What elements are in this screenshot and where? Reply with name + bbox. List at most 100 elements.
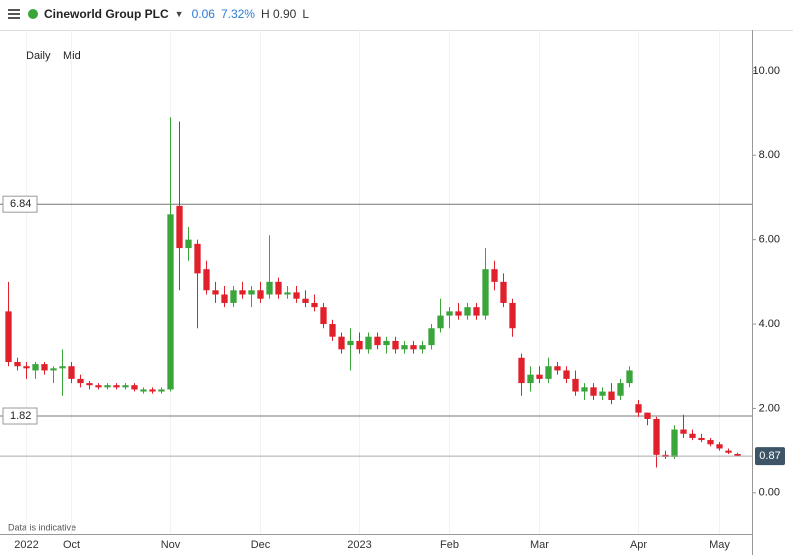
change: 0.06 — [191, 7, 215, 21]
candle-body — [185, 239, 192, 249]
last-price-label: 0.87 — [759, 450, 780, 462]
candle-body — [104, 385, 111, 388]
candle-body — [419, 345, 426, 350]
candle-body — [320, 307, 327, 325]
candle-body — [95, 385, 102, 388]
y-tick-label: 8.00 — [759, 149, 780, 161]
candle-body — [293, 292, 300, 299]
candle-body — [5, 311, 12, 363]
candle-body — [77, 378, 84, 384]
level-label: 1.82 — [10, 410, 31, 422]
market-status — [28, 9, 38, 19]
candle-body — [176, 205, 183, 249]
candle-body — [707, 440, 714, 445]
candle-body — [545, 366, 552, 379]
candle-body — [41, 364, 48, 371]
y-tick-label: 0.00 — [759, 487, 780, 499]
candle-body — [689, 433, 696, 438]
candle-body — [50, 368, 57, 371]
candle-body — [671, 429, 678, 457]
instrument-bar: Cineworld Group PLC ▼ 0.06 7.32% H 0.90 … — [0, 0, 793, 28]
footnote: Data is indicative — [8, 522, 76, 532]
candle-body — [428, 328, 435, 346]
y-tick-label: 4.00 — [759, 318, 780, 330]
candle-body — [617, 383, 624, 396]
candle-body — [680, 429, 687, 434]
candle-body — [329, 324, 336, 337]
candle-body — [554, 366, 561, 371]
candle-body — [572, 378, 579, 392]
candle-body — [311, 302, 318, 308]
candle-body — [167, 214, 174, 390]
candle-body — [455, 311, 462, 316]
candle-body — [239, 290, 246, 295]
candle-body — [266, 281, 273, 295]
candle-body — [392, 340, 399, 350]
candle-body — [257, 290, 264, 299]
candle-body — [122, 385, 129, 388]
high: H 0.90 — [260, 7, 297, 21]
dropdown[interactable]: ▼ — [174, 9, 184, 19]
candle-body — [644, 412, 651, 419]
candle-body — [698, 437, 705, 441]
x-tick-label: Oct — [63, 539, 80, 551]
last-price-tag — [755, 447, 785, 466]
candle-body — [653, 418, 660, 455]
candle-body — [383, 340, 390, 346]
candle-body — [536, 374, 543, 379]
level-label: 6.84 — [10, 198, 31, 210]
candle-body — [32, 364, 39, 371]
candle-body — [464, 307, 471, 316]
low: L — [302, 7, 310, 21]
level-tag — [2, 195, 38, 213]
candle-body — [212, 290, 219, 295]
candle-body — [563, 370, 570, 379]
candle-body — [374, 336, 381, 346]
candle-body — [500, 281, 507, 303]
candle-body — [14, 362, 21, 367]
y-tick-label: 10.00 — [752, 65, 780, 77]
instrument-name[interactable]: Cineworld Group PLC — [44, 7, 169, 21]
x-tick-label: Feb — [440, 539, 459, 551]
candle-body — [716, 444, 723, 449]
x-tick-label: 2023 — [347, 539, 371, 551]
candle-body — [131, 385, 138, 390]
candle-body — [203, 269, 210, 291]
change-pct: 7.32% — [220, 7, 255, 21]
candle-body — [446, 311, 453, 316]
candle-body — [347, 340, 354, 346]
candle-body — [23, 366, 30, 369]
candle-body — [581, 387, 588, 392]
candle-body — [635, 404, 642, 413]
candle-body — [194, 243, 201, 274]
interval[interactable]: Daily — [26, 50, 51, 62]
candle-body — [302, 298, 309, 303]
candle-body — [725, 450, 732, 453]
candle-body — [140, 389, 147, 392]
menu-button[interactable] — [8, 9, 20, 19]
candle-body — [68, 366, 75, 379]
candle-body — [473, 307, 480, 316]
x-tick-label: Dec — [251, 539, 271, 551]
candle-body — [518, 357, 525, 384]
candle-body — [149, 389, 156, 392]
candle-body — [113, 385, 120, 388]
candle-body — [158, 389, 165, 392]
candle-body — [509, 302, 516, 329]
candle-body — [401, 345, 408, 350]
x-tick-label: Apr — [630, 539, 647, 551]
x-tick-label: 2022 — [14, 539, 38, 551]
candle-body — [338, 336, 345, 350]
candle-body — [734, 453, 741, 457]
x-tick-label: Mar — [530, 539, 549, 551]
candle-body — [230, 290, 237, 303]
candle-body — [608, 391, 615, 400]
x-tick-label: Nov — [161, 539, 181, 551]
candle-body — [482, 269, 489, 316]
candle-body — [410, 345, 417, 350]
candle-body — [221, 294, 228, 303]
candle-body — [284, 292, 291, 295]
candle-body — [86, 383, 93, 386]
candle-body — [59, 366, 66, 369]
candle-body — [356, 340, 363, 350]
